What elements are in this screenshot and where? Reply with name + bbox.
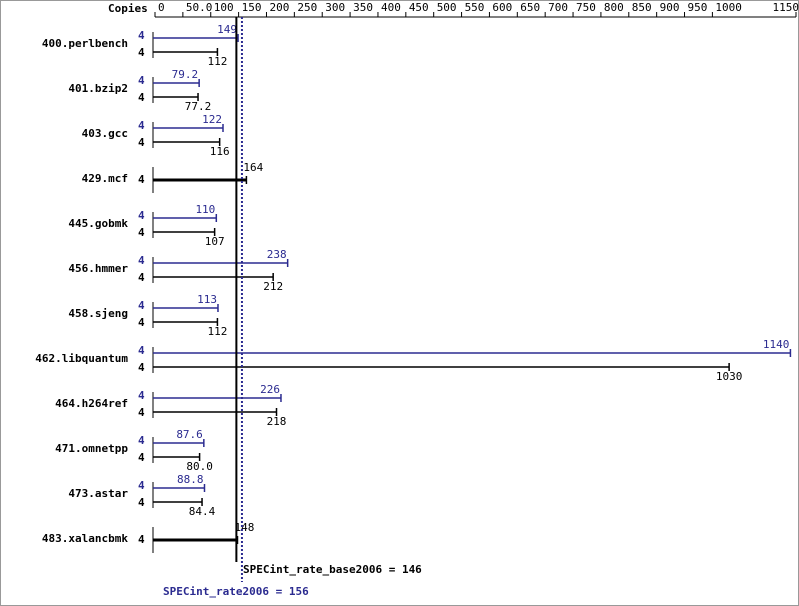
copies: 4 (138, 361, 145, 374)
category-label: 456.hmmer (68, 262, 128, 275)
copies: 4 (138, 344, 145, 357)
reference-label: SPECint_rate_base2006 = 146 (243, 563, 422, 576)
x-tick-label: 650 (520, 1, 540, 14)
x-tick-label: 450 (409, 1, 429, 14)
value-label: 212 (263, 280, 283, 293)
value-label: 112 (207, 55, 227, 68)
x-tick-label: 200 (269, 1, 289, 14)
x-tick-label: 800 (604, 1, 624, 14)
x-tick-label: 150 (242, 1, 262, 14)
category-label: 458.sjeng (68, 307, 128, 320)
value-label: 107 (205, 235, 225, 248)
x-tick-label: 100 (214, 1, 234, 14)
copies: 4 (138, 173, 145, 186)
x-tick-label: 900 (660, 1, 680, 14)
copies-header: Copies (108, 2, 148, 15)
value-label: 112 (207, 325, 227, 338)
copies: 4 (138, 254, 145, 267)
value-label: 79.2 (172, 68, 199, 81)
value-label: 148 (234, 521, 254, 534)
value-label: 226 (260, 383, 280, 396)
category-label: 462.libquantum (35, 352, 128, 365)
category-label: 483.xalancbmk (42, 532, 128, 545)
value-label: 88.8 (177, 473, 204, 486)
copies: 4 (138, 389, 145, 402)
x-tick-label: 500 (437, 1, 457, 14)
category-label: 400.perlbench (42, 37, 128, 50)
value-label: 87.6 (176, 428, 203, 441)
x-tick-label: 550 (465, 1, 485, 14)
copies: 4 (138, 119, 145, 132)
category-label: 403.gcc (82, 127, 128, 140)
value-label: 149 (217, 23, 237, 36)
value-label: 122 (202, 113, 222, 126)
copies: 4 (138, 74, 145, 87)
x-tick-label: 1150 (773, 1, 799, 14)
value-label: 1030 (716, 370, 743, 383)
copies: 4 (138, 46, 145, 59)
x-tick-label: 600 (492, 1, 512, 14)
x-tick-label: 400 (381, 1, 401, 14)
value-label: 84.4 (189, 505, 216, 518)
x-tick-label: 750 (576, 1, 596, 14)
x-tick-label: 0 (158, 1, 165, 14)
copies: 4 (138, 451, 145, 464)
x-tick-label: 1000 (715, 1, 742, 14)
copies: 4 (138, 406, 145, 419)
x-tick-label: 850 (632, 1, 652, 14)
value-label: 238 (267, 248, 287, 261)
value-label: 1140 (763, 338, 790, 351)
copies: 4 (138, 271, 145, 284)
category-label: 445.gobmk (68, 217, 128, 230)
value-label: 116 (210, 145, 230, 158)
x-tick-label: 700 (548, 1, 568, 14)
x-tick-label: 250 (297, 1, 317, 14)
copies: 4 (138, 299, 145, 312)
copies: 4 (138, 29, 145, 42)
value-label: 113 (197, 293, 217, 306)
copies: 4 (138, 434, 145, 447)
value-label: 77.2 (185, 100, 212, 113)
copies: 4 (138, 479, 145, 492)
x-tick-label: 350 (353, 1, 373, 14)
x-tick-label: 300 (325, 1, 345, 14)
copies: 4 (138, 316, 145, 329)
category-label: 473.astar (68, 487, 128, 500)
category-label: 464.h264ref (55, 397, 128, 410)
copies: 4 (138, 533, 145, 546)
copies: 4 (138, 91, 145, 104)
value-label: 164 (243, 161, 263, 174)
copies: 4 (138, 226, 145, 239)
copies: 4 (138, 136, 145, 149)
copies: 4 (138, 496, 145, 509)
x-tick-label: 50.0 (186, 1, 213, 14)
value-label: 80.0 (186, 460, 213, 473)
copies: 4 (138, 209, 145, 222)
reference-label: SPECint_rate2006 = 156 (163, 585, 309, 598)
category-label: 429.mcf (82, 172, 128, 185)
x-tick-label: 950 (688, 1, 708, 14)
category-label: 471.omnetpp (55, 442, 128, 455)
value-label: 110 (195, 203, 215, 216)
category-label: 401.bzip2 (68, 82, 128, 95)
value-label: 218 (267, 415, 287, 428)
